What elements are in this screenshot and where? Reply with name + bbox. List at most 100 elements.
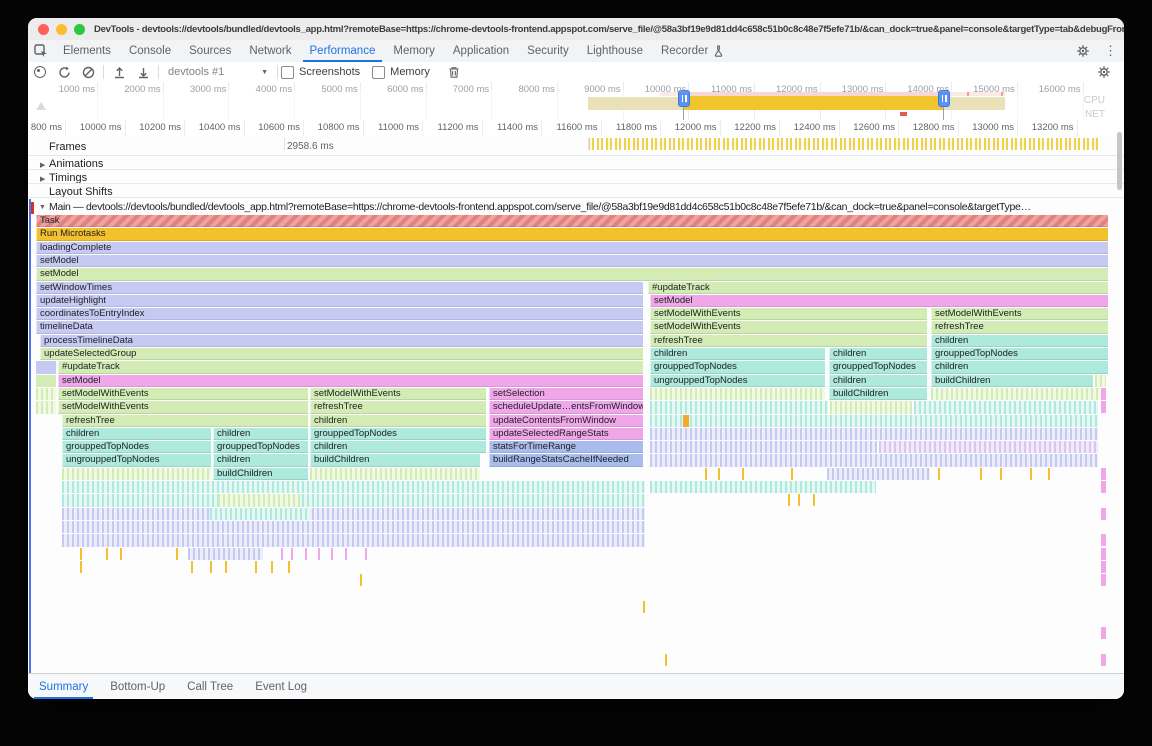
flame-fill[interactable] bbox=[1048, 467, 1050, 480]
flame-fill[interactable] bbox=[830, 401, 912, 414]
flame-bar[interactable]: scheduleUpdate…entsFromWindow bbox=[489, 401, 643, 414]
flame-bar[interactable]: buildChildren bbox=[310, 454, 480, 467]
flame-bar[interactable]: updateSelectedRangeStats bbox=[489, 427, 643, 441]
flame-bar[interactable]: updateHighlight bbox=[36, 294, 643, 308]
flame-bar[interactable]: timelineData bbox=[36, 321, 643, 334]
flame-fill[interactable] bbox=[650, 481, 876, 494]
flame-bar[interactable]: setModelWithEvents bbox=[650, 308, 927, 321]
layout-shifts-track-label[interactable]: Layout Shifts bbox=[49, 186, 113, 198]
flame-bar[interactable]: setModel bbox=[58, 374, 643, 387]
flame-bar[interactable]: refreshTree bbox=[650, 334, 927, 348]
flame-fill[interactable] bbox=[650, 454, 1098, 467]
flame-bar[interactable]: setModel bbox=[650, 294, 1108, 308]
flame-fill[interactable] bbox=[305, 547, 307, 560]
flame-fill[interactable] bbox=[318, 547, 320, 560]
flame-fill[interactable] bbox=[798, 494, 800, 507]
trash-icon[interactable] bbox=[442, 63, 466, 81]
flame-fill[interactable] bbox=[255, 560, 257, 573]
flame-fill[interactable] bbox=[788, 494, 790, 507]
flame-fill[interactable] bbox=[310, 467, 480, 481]
tab-bottom-up[interactable]: Bottom-Up bbox=[110, 680, 166, 693]
flame-fill[interactable] bbox=[210, 560, 212, 573]
flame-fill[interactable] bbox=[813, 494, 815, 507]
close-window-button[interactable] bbox=[38, 23, 49, 35]
flame-bar[interactable]: coordinatesToEntryIndex bbox=[36, 308, 643, 321]
flame-bar[interactable]: setWindowTimes bbox=[36, 281, 643, 294]
screenshots-checkbox[interactable]: Screenshots bbox=[281, 65, 360, 79]
flame-fill[interactable] bbox=[1101, 574, 1106, 587]
save-profile-icon[interactable] bbox=[131, 63, 155, 81]
load-profile-icon[interactable] bbox=[107, 63, 131, 81]
flame-fill[interactable] bbox=[62, 467, 211, 481]
flame-fill[interactable] bbox=[331, 547, 333, 560]
flame-fill[interactable] bbox=[36, 401, 56, 414]
flame-fill[interactable] bbox=[36, 361, 56, 374]
flame-fill[interactable] bbox=[120, 547, 122, 560]
flame-fill[interactable] bbox=[650, 401, 828, 414]
flame-fill[interactable] bbox=[650, 427, 1098, 441]
record-button[interactable] bbox=[28, 63, 52, 81]
flame-bar[interactable]: children bbox=[213, 454, 308, 467]
settings-gear-icon[interactable] bbox=[1069, 40, 1097, 62]
tab-sources[interactable]: Sources bbox=[189, 45, 232, 57]
flame-bar[interactable]: updateSelectedGroup bbox=[40, 348, 643, 361]
flame-fill[interactable] bbox=[791, 467, 793, 480]
flame-bar[interactable]: refreshTree bbox=[310, 401, 486, 414]
flame-fill[interactable] bbox=[1101, 653, 1106, 666]
flame-fill[interactable] bbox=[650, 414, 1098, 427]
flame-bar[interactable]: setModelWithEvents bbox=[931, 308, 1108, 321]
minimize-window-button[interactable] bbox=[56, 23, 67, 35]
flame-bar[interactable]: setSelection bbox=[489, 387, 643, 401]
flame-bar[interactable]: setModelWithEvents bbox=[310, 387, 486, 401]
reload-and-record-button[interactable] bbox=[52, 63, 76, 81]
flame-fill[interactable] bbox=[705, 467, 707, 480]
flame-fill[interactable] bbox=[80, 547, 82, 560]
flame-fill[interactable] bbox=[281, 547, 283, 560]
flame-fill[interactable] bbox=[665, 653, 667, 666]
flame-bar[interactable]: setModelWithEvents bbox=[58, 401, 308, 414]
flame-bar[interactable]: grouppedTopNodes bbox=[931, 348, 1108, 361]
memory-checkbox[interactable]: Memory bbox=[372, 65, 430, 79]
flame-fill[interactable] bbox=[1101, 481, 1106, 493]
flame-fill[interactable] bbox=[188, 547, 263, 560]
flame-bar[interactable]: grouppedTopNodes bbox=[829, 361, 927, 374]
flame-fill[interactable] bbox=[980, 467, 982, 480]
flame-fill[interactable] bbox=[62, 534, 645, 547]
flame-fill[interactable] bbox=[650, 441, 877, 454]
flame-bar[interactable]: grouppedTopNodes bbox=[62, 441, 211, 454]
flame-bar[interactable]: setModelWithEvents bbox=[650, 321, 927, 334]
flame-fill[interactable] bbox=[291, 547, 293, 560]
flame-fill[interactable] bbox=[62, 481, 645, 494]
flame-bar[interactable]: Run Microtasks bbox=[36, 228, 1108, 241]
vertical-scrollbar[interactable] bbox=[1117, 132, 1122, 190]
flame-fill[interactable] bbox=[718, 467, 720, 480]
flame-bar[interactable]: children bbox=[213, 427, 308, 441]
flame-fill[interactable] bbox=[176, 547, 178, 560]
flame-fill[interactable] bbox=[36, 374, 56, 387]
flame-bar[interactable]: children bbox=[310, 441, 486, 454]
flame-bar[interactable]: setModelWithEvents bbox=[58, 387, 308, 401]
flame-fill[interactable] bbox=[271, 560, 273, 573]
more-options-kebab-icon[interactable]: ⋮ bbox=[1104, 43, 1117, 58]
flame-fill[interactable] bbox=[931, 387, 1106, 401]
flame-fill[interactable] bbox=[62, 520, 645, 534]
tab-elements[interactable]: Elements bbox=[63, 45, 111, 57]
flame-bar[interactable]: buildChildren bbox=[931, 374, 1093, 387]
flame-bar[interactable]: setModel bbox=[36, 268, 1108, 281]
flame-bar[interactable]: children bbox=[829, 348, 927, 361]
flame-fill[interactable] bbox=[1101, 534, 1106, 547]
flame-bar[interactable]: Task bbox=[36, 215, 1108, 228]
flame-bar[interactable]: children bbox=[931, 361, 1108, 374]
timings-track-label[interactable]: Timings bbox=[49, 172, 88, 184]
tab-lighthouse[interactable]: Lighthouse bbox=[586, 45, 643, 57]
flame-bar[interactable]: loadingComplete bbox=[36, 241, 1108, 254]
flame-fill[interactable] bbox=[827, 467, 930, 481]
flame-bar[interactable]: #updateTrack bbox=[58, 361, 643, 374]
detail-time-ruler[interactable]: 800 ms 10000 ms 10200 ms 10400 ms 10600 ms 10… bbox=[28, 120, 1124, 137]
disclosure-triangle-icon[interactable]: ▶ bbox=[40, 162, 46, 169]
tab-memory[interactable]: Memory bbox=[393, 45, 435, 57]
tab-performance[interactable]: Performance bbox=[301, 40, 385, 62]
disclosure-triangle-icon[interactable]: ▼ bbox=[39, 204, 46, 211]
capture-settings-gear-icon[interactable] bbox=[1092, 63, 1116, 81]
selection-handle-right[interactable] bbox=[938, 90, 950, 107]
